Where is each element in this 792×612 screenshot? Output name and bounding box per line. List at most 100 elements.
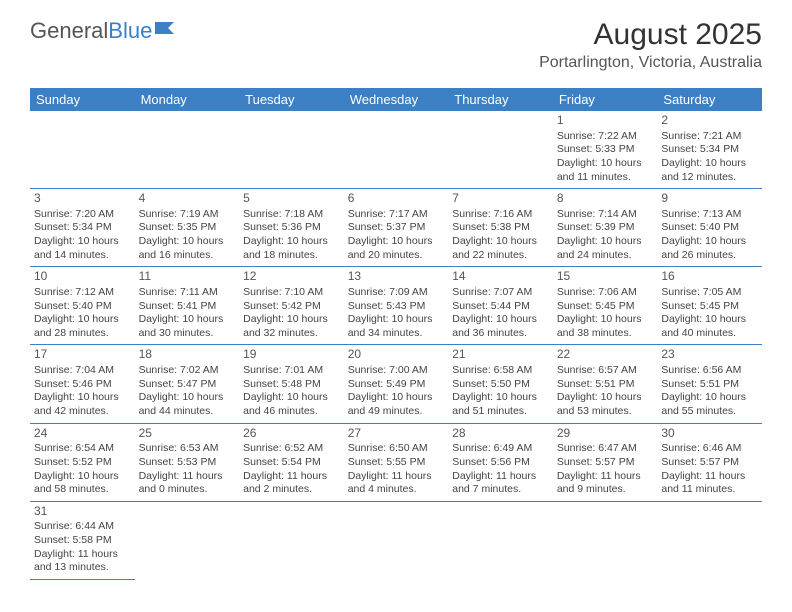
- day-number: 11: [139, 269, 236, 285]
- day-info-line: Daylight: 10 hours: [243, 391, 340, 405]
- day-number: 5: [243, 191, 340, 207]
- calendar-cell: 2Sunrise: 7:21 AMSunset: 5:34 PMDaylight…: [657, 111, 762, 189]
- day-info-line: Sunrise: 6:53 AM: [139, 442, 236, 456]
- day-info-line: Daylight: 11 hours: [452, 470, 549, 484]
- calendar-cell: 28Sunrise: 6:49 AMSunset: 5:56 PMDayligh…: [448, 423, 553, 501]
- day-info-line: Sunset: 5:45 PM: [557, 300, 654, 314]
- calendar-cell: 20Sunrise: 7:00 AMSunset: 5:49 PMDayligh…: [344, 345, 449, 423]
- day-number: 10: [34, 269, 131, 285]
- calendar-cell: 31Sunrise: 6:44 AMSunset: 5:58 PMDayligh…: [30, 501, 135, 579]
- day-number: 7: [452, 191, 549, 207]
- day-info-line: Daylight: 10 hours: [452, 313, 549, 327]
- day-info-line: Sunrise: 7:02 AM: [139, 364, 236, 378]
- day-info-line: and 46 minutes.: [243, 405, 340, 419]
- day-info-line: Sunset: 5:40 PM: [661, 221, 758, 235]
- day-info-line: and 42 minutes.: [34, 405, 131, 419]
- logo: GeneralBlue: [30, 18, 178, 44]
- day-info-line: Sunset: 5:57 PM: [661, 456, 758, 470]
- calendar-cell: 30Sunrise: 6:46 AMSunset: 5:57 PMDayligh…: [657, 423, 762, 501]
- day-number: 14: [452, 269, 549, 285]
- calendar-cell: [239, 111, 344, 189]
- calendar-cell: 10Sunrise: 7:12 AMSunset: 5:40 PMDayligh…: [30, 267, 135, 345]
- day-info-line: Sunrise: 6:52 AM: [243, 442, 340, 456]
- day-info-line: Daylight: 10 hours: [661, 157, 758, 171]
- day-info-line: Sunrise: 7:17 AM: [348, 208, 445, 222]
- calendar-cell: 12Sunrise: 7:10 AMSunset: 5:42 PMDayligh…: [239, 267, 344, 345]
- calendar-body: 1Sunrise: 7:22 AMSunset: 5:33 PMDaylight…: [30, 111, 762, 579]
- calendar-cell: 4Sunrise: 7:19 AMSunset: 5:35 PMDaylight…: [135, 189, 240, 267]
- day-info-line: Sunrise: 6:50 AM: [348, 442, 445, 456]
- day-info-line: Sunrise: 6:54 AM: [34, 442, 131, 456]
- title-block: August 2025 Portarlington, Victoria, Aus…: [539, 18, 762, 72]
- calendar-cell: 1Sunrise: 7:22 AMSunset: 5:33 PMDaylight…: [553, 111, 658, 189]
- day-number: 18: [139, 347, 236, 363]
- day-number: 24: [34, 426, 131, 442]
- day-info-line: Daylight: 10 hours: [139, 313, 236, 327]
- day-number: 8: [557, 191, 654, 207]
- day-info-line: Sunset: 5:54 PM: [243, 456, 340, 470]
- day-info-line: Sunrise: 7:16 AM: [452, 208, 549, 222]
- calendar-cell: 18Sunrise: 7:02 AMSunset: 5:47 PMDayligh…: [135, 345, 240, 423]
- day-info-line: and 16 minutes.: [139, 249, 236, 263]
- calendar-cell: 7Sunrise: 7:16 AMSunset: 5:38 PMDaylight…: [448, 189, 553, 267]
- logo-text-1: General: [30, 18, 108, 44]
- day-info-line: Sunset: 5:40 PM: [34, 300, 131, 314]
- day-info-line: and 40 minutes.: [661, 327, 758, 341]
- day-info-line: Sunrise: 7:22 AM: [557, 130, 654, 144]
- day-number: 27: [348, 426, 445, 442]
- calendar-cell: [30, 111, 135, 189]
- day-info-line: Sunset: 5:48 PM: [243, 378, 340, 392]
- day-info-line: Sunset: 5:47 PM: [139, 378, 236, 392]
- day-info-line: Sunset: 5:44 PM: [452, 300, 549, 314]
- calendar-cell: 25Sunrise: 6:53 AMSunset: 5:53 PMDayligh…: [135, 423, 240, 501]
- calendar-cell: 22Sunrise: 6:57 AMSunset: 5:51 PMDayligh…: [553, 345, 658, 423]
- day-info-line: Sunrise: 7:10 AM: [243, 286, 340, 300]
- day-number: 12: [243, 269, 340, 285]
- day-info-line: Daylight: 10 hours: [34, 391, 131, 405]
- day-info-line: Daylight: 10 hours: [661, 391, 758, 405]
- calendar-cell: 19Sunrise: 7:01 AMSunset: 5:48 PMDayligh…: [239, 345, 344, 423]
- day-info-line: Sunset: 5:49 PM: [348, 378, 445, 392]
- day-info-line: and 30 minutes.: [139, 327, 236, 341]
- calendar-cell: 11Sunrise: 7:11 AMSunset: 5:41 PMDayligh…: [135, 267, 240, 345]
- day-info-line: Sunrise: 7:19 AM: [139, 208, 236, 222]
- day-info-line: Sunset: 5:38 PM: [452, 221, 549, 235]
- calendar-cell: [448, 111, 553, 189]
- day-info-line: and 20 minutes.: [348, 249, 445, 263]
- day-info-line: Sunset: 5:56 PM: [452, 456, 549, 470]
- day-info-line: Sunset: 5:41 PM: [139, 300, 236, 314]
- day-info-line: and 18 minutes.: [243, 249, 340, 263]
- day-info-line: Daylight: 11 hours: [34, 548, 131, 562]
- day-info-line: Sunset: 5:58 PM: [34, 534, 131, 548]
- day-number: 16: [661, 269, 758, 285]
- calendar-head: SundayMondayTuesdayWednesdayThursdayFrid…: [30, 88, 762, 111]
- day-info-line: and 13 minutes.: [34, 561, 131, 575]
- day-number: 15: [557, 269, 654, 285]
- weekday-header: Saturday: [657, 88, 762, 111]
- day-info-line: Daylight: 10 hours: [661, 313, 758, 327]
- day-info-line: and 51 minutes.: [452, 405, 549, 419]
- day-info-line: Sunrise: 7:14 AM: [557, 208, 654, 222]
- calendar-cell: [553, 501, 658, 579]
- day-info-line: Sunset: 5:52 PM: [34, 456, 131, 470]
- day-info-line: and 14 minutes.: [34, 249, 131, 263]
- day-info-line: and 4 minutes.: [348, 483, 445, 497]
- day-info-line: Sunrise: 7:05 AM: [661, 286, 758, 300]
- weekday-header: Monday: [135, 88, 240, 111]
- day-info-line: Daylight: 10 hours: [557, 235, 654, 249]
- calendar-cell: 24Sunrise: 6:54 AMSunset: 5:52 PMDayligh…: [30, 423, 135, 501]
- day-info-line: Sunset: 5:51 PM: [661, 378, 758, 392]
- logo-text-2: Blue: [108, 18, 152, 44]
- day-info-line: Daylight: 11 hours: [243, 470, 340, 484]
- day-info-line: Sunset: 5:33 PM: [557, 143, 654, 157]
- day-info-line: Daylight: 10 hours: [661, 235, 758, 249]
- calendar-cell: 26Sunrise: 6:52 AMSunset: 5:54 PMDayligh…: [239, 423, 344, 501]
- day-info-line: and 53 minutes.: [557, 405, 654, 419]
- day-info-line: Daylight: 10 hours: [348, 313, 445, 327]
- day-info-line: Sunrise: 7:21 AM: [661, 130, 758, 144]
- day-info-line: Daylight: 10 hours: [243, 313, 340, 327]
- calendar-cell: 16Sunrise: 7:05 AMSunset: 5:45 PMDayligh…: [657, 267, 762, 345]
- header: GeneralBlue August 2025 Portarlington, V…: [0, 0, 792, 80]
- day-number: 19: [243, 347, 340, 363]
- day-number: 22: [557, 347, 654, 363]
